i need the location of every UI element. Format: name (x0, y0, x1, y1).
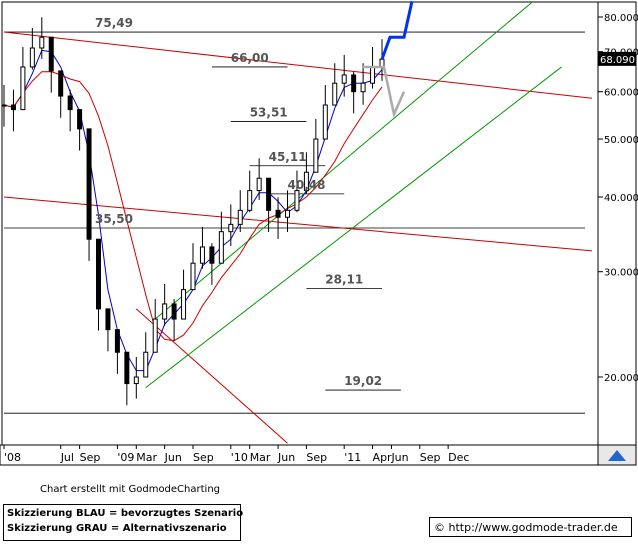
price-candle (114, 329, 120, 353)
price-level-label: 19,02 (344, 374, 382, 388)
plot-frame (1, 1, 599, 446)
price-candle (133, 376, 139, 385)
x-tick-label: '11 (344, 451, 361, 464)
x-tick-label: '08 (4, 451, 21, 464)
price-candle (351, 74, 357, 93)
price-level-label: 35,50 (95, 212, 133, 226)
price-candle (67, 95, 73, 111)
price-candle (332, 82, 338, 106)
y-tick-label: 20.000 (604, 373, 638, 384)
scroll-up-icon[interactable] (608, 450, 626, 461)
x-tick-label: Jun (164, 451, 182, 464)
y-tick-label: 50.000 (604, 135, 638, 146)
resistance-trendline (3, 31, 593, 99)
x-tick-label: Sep (193, 451, 214, 464)
price-candle (10, 104, 16, 111)
price-candle (39, 36, 45, 49)
price-candle (20, 66, 26, 111)
price-candle (313, 138, 319, 173)
price-candle (105, 308, 111, 331)
scenario-legend: Skizzierung BLAU = bevorzugtes Szenario … (3, 504, 244, 541)
long-trendline (3, 196, 593, 252)
price-candle (143, 351, 149, 378)
price-level-label: 45,11 (269, 150, 307, 164)
y-axis-panel (597, 1, 637, 446)
y-tick-label: 60.000 (604, 88, 638, 99)
x-tick-label: Sep (80, 451, 101, 464)
price-candle (171, 303, 177, 320)
price-candle (162, 303, 168, 320)
price-candle (303, 171, 309, 192)
price-candle (341, 74, 347, 84)
source-url[interactable]: © http://www.godmode-trader.de (429, 517, 632, 537)
price-candle (275, 209, 281, 218)
price-candle (322, 104, 328, 140)
x-tick-label: Apr (373, 451, 393, 464)
legend-gray-scenario: Skizzierung GRAU = Alternativszenario (7, 523, 227, 534)
price-candle (190, 262, 196, 291)
legend-blue-scenario: Skizzierung BLAU = bevorzugtes Szenario (7, 508, 244, 519)
price-candle (256, 177, 262, 192)
y-tick-label: 80.000 (604, 13, 638, 24)
price-candle (370, 66, 376, 84)
price-candle (1, 104, 7, 107)
scenario-blue-path (380, 0, 414, 60)
price-candle (247, 190, 253, 211)
x-tick-label: Mar (250, 451, 271, 464)
price-candle (124, 351, 130, 385)
price-candle (237, 209, 243, 225)
price-candle (77, 109, 83, 130)
y-tick-label: 30.000 (604, 268, 638, 279)
price-candle (181, 289, 187, 320)
price-candle (152, 318, 158, 353)
price-candle (58, 70, 64, 97)
price-candle (294, 190, 300, 211)
price-level-label: 75,49 (95, 16, 133, 30)
current-value-label: 68.090 (600, 55, 635, 66)
price-level-label: 40,48 (288, 178, 326, 192)
x-tick-label: Jun (277, 451, 295, 464)
price-candle (96, 238, 101, 310)
price-candle (285, 209, 290, 218)
channel-lower (145, 66, 562, 388)
x-tick-label: Jun (390, 451, 408, 464)
current-value-badge (598, 51, 636, 66)
price-level-label: 53,51 (250, 105, 288, 119)
price-candle (48, 36, 54, 72)
copyright-icon: © (434, 521, 445, 534)
price-candle (218, 231, 224, 264)
y-tick-label: 40.000 (604, 193, 638, 204)
chart-credit: Chart erstellt mit GodmodeCharting (40, 484, 220, 495)
price-candle (228, 223, 234, 233)
x-tick-label: Mar (136, 451, 157, 464)
x-tick-label: '10 (231, 451, 248, 464)
price-candle (86, 128, 92, 240)
price-level-label: 28,11 (325, 273, 363, 287)
x-tick-label: Sep (420, 451, 441, 464)
x-tick-label: Sep (306, 451, 327, 464)
price-level-label: 66,00 (231, 51, 269, 65)
price-candle (360, 82, 366, 93)
price-candle (199, 246, 205, 264)
price-candle (209, 246, 215, 264)
x-tick-label: Jul (60, 451, 74, 464)
scenario-gray-path (362, 65, 406, 119)
x-tick-label: '09 (117, 451, 134, 464)
x-tick-label: Dec (448, 451, 469, 464)
moving-average-long (3, 71, 383, 342)
price-candle (266, 177, 272, 211)
price-candle (29, 47, 35, 68)
source-url-text: http://www.godmode-trader.de (448, 521, 618, 534)
channel-upper (154, 0, 534, 320)
